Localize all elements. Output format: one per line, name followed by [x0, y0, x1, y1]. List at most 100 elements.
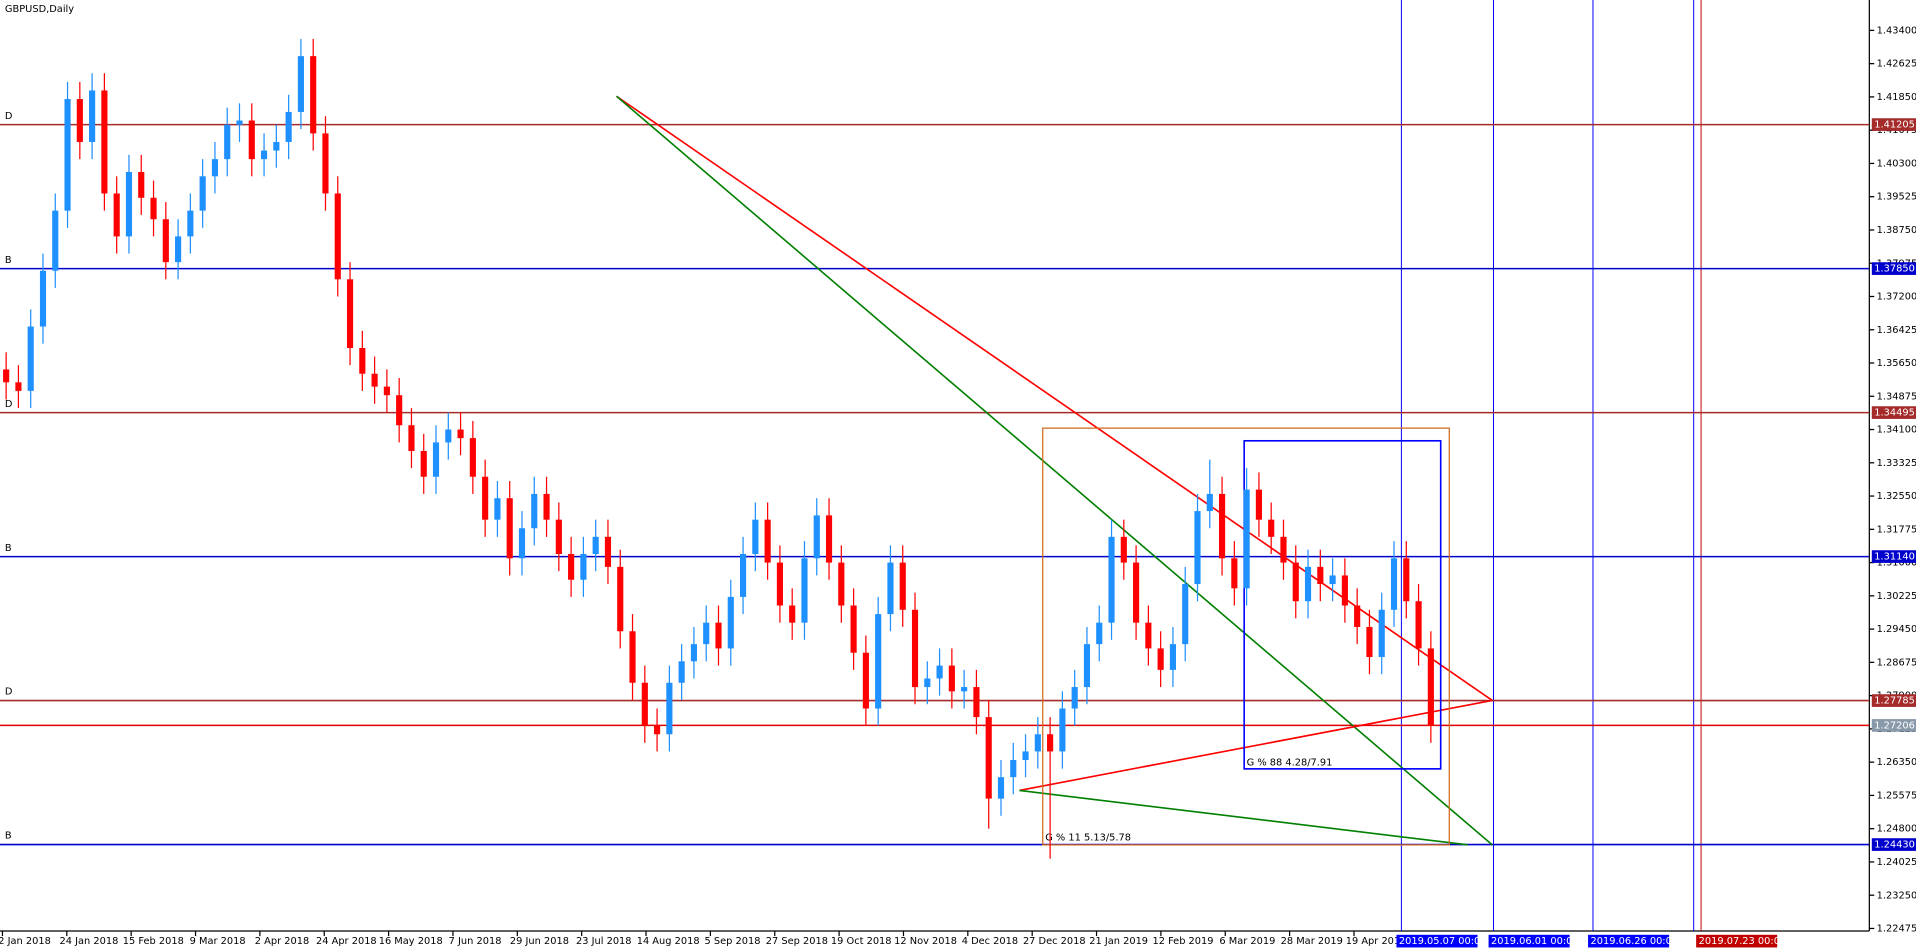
y-tick-label: 1.42625 [1877, 59, 1916, 70]
candle-body [850, 605, 857, 653]
candle-body [383, 386, 390, 396]
candle-body [911, 609, 919, 688]
level-price-box [1871, 262, 1916, 275]
candle-body [1022, 751, 1029, 761]
x-tick-label: 12 Nov 2018 [894, 936, 957, 947]
y-tick-label: 1.35650 [1877, 358, 1916, 369]
candle-body [15, 382, 22, 391]
candle-body [1182, 584, 1189, 645]
marker-date-box [1696, 934, 1778, 948]
candle-body [1133, 562, 1140, 623]
y-tick-label: 1.31775 [1877, 524, 1916, 535]
candle-body [76, 99, 83, 142]
marker-date-box [1488, 934, 1570, 948]
candle-body [408, 425, 415, 451]
candle-body [150, 197, 157, 220]
level-price-label: 1.34495 [1874, 408, 1915, 419]
trend-line [1019, 789, 1468, 846]
candle-body [555, 519, 562, 554]
candle-body [862, 652, 869, 709]
x-tick-label: 29 Jun 2018 [510, 936, 569, 947]
y-tick-label: 1.29450 [1877, 624, 1916, 635]
current-price-label: 1.27206 [1874, 720, 1915, 731]
x-tick-label: 24 Apr 2018 [316, 936, 377, 947]
candle-body [39, 270, 47, 327]
candle-body [199, 176, 206, 211]
y-tick-label: 1.32550 [1877, 491, 1916, 502]
candle-body [1292, 562, 1299, 602]
current-price-box [1871, 719, 1916, 732]
candle-body [604, 536, 612, 567]
level-tag: D [5, 111, 13, 122]
candle-body [432, 442, 440, 477]
candle-body [1317, 566, 1324, 585]
candle-body [138, 172, 145, 198]
candle-body [1120, 536, 1127, 563]
y-tick-label: 1.33325 [1877, 458, 1916, 469]
candle-body [1169, 644, 1177, 670]
candle-body [1059, 708, 1066, 752]
candle-body [580, 553, 587, 580]
x-tick-label: 19 Apr 2019 [1346, 936, 1407, 947]
candle-body [1145, 622, 1152, 649]
candle-body [224, 124, 231, 160]
candle-body [801, 558, 808, 623]
candle-body [162, 219, 169, 263]
candle-body [248, 120, 255, 160]
candle-body [285, 111, 292, 142]
candle-body [396, 395, 403, 426]
candle-body [690, 644, 698, 662]
marker-date-label: 2019.06.26 00:00 [1591, 936, 1679, 947]
candle-body [125, 172, 133, 237]
candle-body [936, 665, 943, 679]
candle-body [973, 687, 980, 718]
y-tick-label: 1.40300 [1877, 158, 1916, 169]
candle-body [457, 429, 464, 439]
candle-body [334, 193, 341, 280]
candle-body [666, 682, 673, 735]
candle-body [494, 498, 501, 520]
candle-body [727, 596, 734, 649]
level-price-label: 1.37850 [1874, 264, 1915, 275]
level-price-box [1871, 838, 1916, 851]
level-price-label: 1.27785 [1874, 695, 1915, 706]
x-tick-label: 2 Apr 2018 [255, 936, 309, 947]
candle-body [948, 665, 955, 692]
candle-body [838, 562, 845, 606]
candle-body [64, 99, 71, 211]
candle-body [739, 553, 747, 597]
candle-body [531, 493, 538, 529]
candle-body [703, 622, 710, 645]
y-tick-label: 1.34875 [1877, 391, 1916, 402]
y-tick-label: 1.24025 [1877, 857, 1916, 868]
candle-body [641, 682, 648, 726]
level-price-box [1871, 550, 1916, 563]
candle-body [1354, 605, 1361, 627]
candle-body [1096, 622, 1103, 645]
marker-date-label: 2019.07.23 00:00 [1699, 936, 1787, 947]
candle-body [629, 631, 636, 683]
x-tick-label: 15 Feb 2018 [123, 936, 184, 947]
x-tick-label: 4 Dec 2018 [962, 936, 1018, 947]
candle-body [764, 519, 771, 563]
y-tick-label: 1.24800 [1877, 824, 1916, 835]
candle-body [518, 528, 526, 559]
candle-body [1390, 558, 1398, 610]
level-price-label: 1.41205 [1874, 120, 1915, 131]
candle-body [875, 614, 882, 709]
y-tick-label: 1.34100 [1877, 424, 1916, 435]
candle-body [1304, 566, 1312, 602]
candle-body [654, 725, 661, 735]
x-tick-label: 16 May 2018 [379, 936, 443, 947]
candle-body [813, 515, 820, 559]
candle-body [113, 193, 120, 237]
candle-body [543, 493, 550, 520]
x-tick-label: 24 Jan 2018 [60, 936, 119, 947]
candle-body [715, 622, 722, 649]
x-tick-label: 27 Dec 2018 [1023, 936, 1086, 947]
level-tag: D [5, 687, 13, 698]
candle-body [1047, 734, 1054, 752]
candle-body [985, 717, 992, 799]
